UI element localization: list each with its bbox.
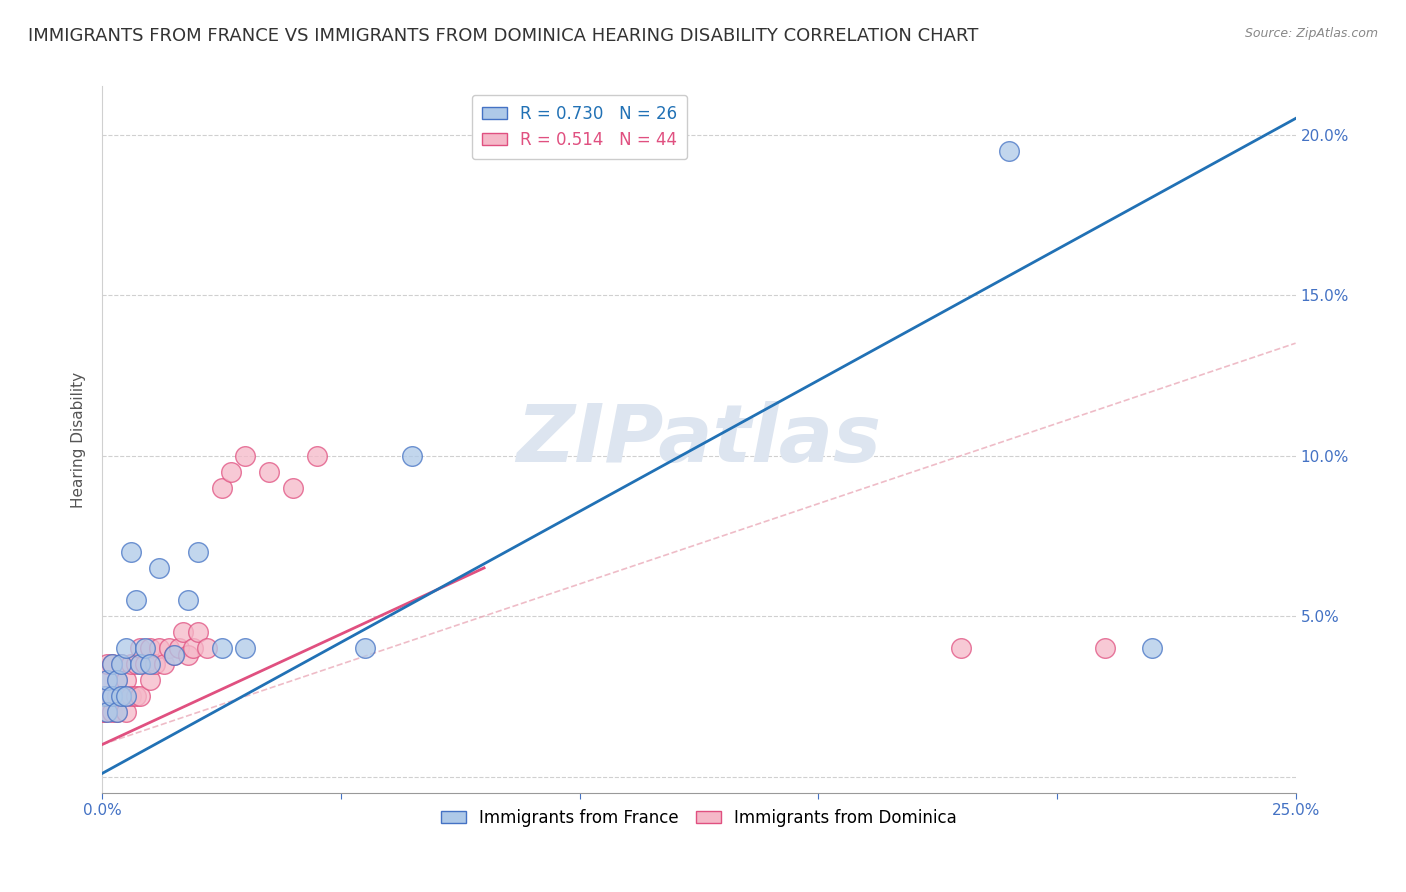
Point bbox=[283, 481, 305, 495]
Point bbox=[139, 641, 162, 656]
Point bbox=[129, 690, 152, 704]
Text: ZIPatlas: ZIPatlas bbox=[516, 401, 882, 478]
Point bbox=[998, 144, 1021, 158]
Point bbox=[353, 641, 375, 656]
Point bbox=[105, 673, 128, 688]
Point bbox=[401, 449, 423, 463]
Y-axis label: Hearing Disability: Hearing Disability bbox=[72, 371, 86, 508]
Point bbox=[110, 690, 132, 704]
Point bbox=[181, 641, 204, 656]
Point bbox=[110, 690, 132, 704]
Point bbox=[115, 641, 138, 656]
Point bbox=[100, 657, 122, 672]
Point bbox=[100, 706, 122, 720]
Point bbox=[148, 641, 170, 656]
Point bbox=[139, 657, 162, 672]
Point bbox=[105, 673, 128, 688]
Point bbox=[100, 690, 122, 704]
Point bbox=[134, 657, 156, 672]
Text: Source: ZipAtlas.com: Source: ZipAtlas.com bbox=[1244, 27, 1378, 40]
Point bbox=[115, 690, 138, 704]
Point bbox=[163, 648, 186, 662]
Point bbox=[96, 690, 118, 704]
Point bbox=[153, 657, 176, 672]
Point bbox=[143, 657, 166, 672]
Point bbox=[167, 641, 190, 656]
Point bbox=[124, 593, 146, 607]
Point bbox=[110, 657, 132, 672]
Point bbox=[148, 561, 170, 575]
Point bbox=[219, 465, 242, 479]
Point bbox=[110, 657, 132, 672]
Point bbox=[124, 657, 146, 672]
Point bbox=[1094, 641, 1116, 656]
Point bbox=[950, 641, 973, 656]
Point bbox=[235, 449, 257, 463]
Point bbox=[93, 690, 115, 704]
Point bbox=[305, 449, 328, 463]
Point bbox=[163, 648, 186, 662]
Point bbox=[115, 706, 138, 720]
Point bbox=[172, 625, 194, 640]
Point bbox=[105, 706, 128, 720]
Point bbox=[195, 641, 218, 656]
Point bbox=[120, 657, 142, 672]
Legend: Immigrants from France, Immigrants from Dominica: Immigrants from France, Immigrants from … bbox=[434, 803, 963, 834]
Point bbox=[177, 648, 200, 662]
Point bbox=[211, 481, 233, 495]
Point bbox=[124, 690, 146, 704]
Point bbox=[105, 690, 128, 704]
Point bbox=[93, 690, 115, 704]
Point bbox=[129, 641, 152, 656]
Text: IMMIGRANTS FROM FRANCE VS IMMIGRANTS FROM DOMINICA HEARING DISABILITY CORRELATIO: IMMIGRANTS FROM FRANCE VS IMMIGRANTS FRO… bbox=[28, 27, 979, 45]
Point bbox=[120, 690, 142, 704]
Point bbox=[96, 657, 118, 672]
Point bbox=[139, 673, 162, 688]
Point bbox=[100, 657, 122, 672]
Point bbox=[96, 706, 118, 720]
Point bbox=[129, 657, 152, 672]
Point bbox=[91, 706, 114, 720]
Point bbox=[96, 673, 118, 688]
Point bbox=[157, 641, 180, 656]
Point bbox=[1142, 641, 1164, 656]
Point bbox=[187, 545, 209, 559]
Point bbox=[235, 641, 257, 656]
Point bbox=[177, 593, 200, 607]
Point bbox=[187, 625, 209, 640]
Point bbox=[93, 706, 115, 720]
Point bbox=[120, 545, 142, 559]
Point bbox=[105, 706, 128, 720]
Point bbox=[96, 673, 118, 688]
Point bbox=[115, 673, 138, 688]
Point bbox=[211, 641, 233, 656]
Point bbox=[134, 641, 156, 656]
Point bbox=[259, 465, 281, 479]
Point bbox=[100, 690, 122, 704]
